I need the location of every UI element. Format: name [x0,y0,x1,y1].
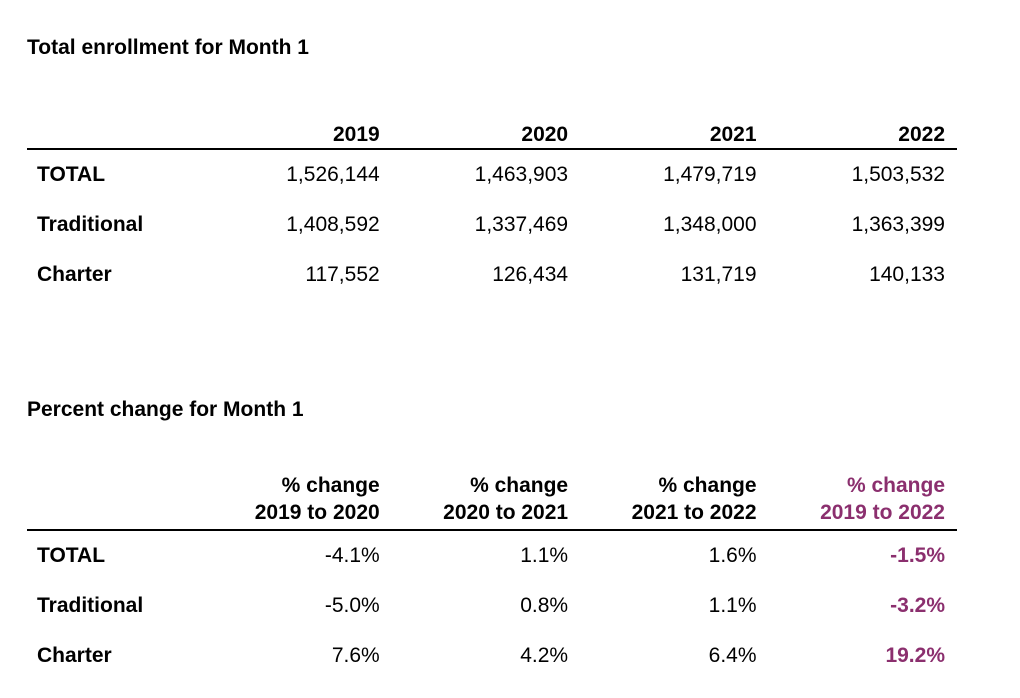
cell-value: 4.2% [520,644,569,667]
percent-header-2019-2022: % change 2019 to 2022 [768,472,957,531]
enrollment-header-blank [27,111,204,150]
header-line: 2019 to 2020 [254,501,380,524]
cell-value: 1,408,592 [286,213,380,236]
percent-row-total: TOTAL -4.1% 1.1% 1.6% -1.5% [27,530,957,581]
enrollment-header-2021: 2021 [580,111,769,150]
cell-value-highlight: 19.2% [885,644,945,667]
row-label: TOTAL [37,163,106,186]
enrollment-header-2020: 2020 [391,111,581,150]
header-line: 2019 to 2022 [820,501,945,524]
cell-value: -5.0% [324,594,380,617]
percent-row-charter: Charter 7.6% 4.2% 6.4% 19.2% [27,631,957,681]
header-line: % change [846,474,945,497]
cell-value: 1,363,399 [851,213,945,236]
cell-value: 0.8% [520,594,569,617]
cell-value: 1,526,144 [286,163,380,186]
enrollment-header-2022: 2022 [768,111,957,150]
enrollment-header-row: 2019 2020 2021 2022 [27,111,957,150]
enrollment-title: Total enrollment for Month 1 [27,36,309,59]
row-label: Traditional [37,594,144,617]
row-label: Charter [37,644,112,667]
row-label: Charter [37,263,112,286]
cell-value: 1.6% [708,544,757,567]
percent-header-2020-2021: % change 2020 to 2021 [391,472,581,531]
percent-header-blank [27,472,204,531]
cell-value: 1,348,000 [663,213,757,236]
header-line: 2021 to 2022 [631,501,757,524]
header-line: 2020 to 2021 [443,501,569,524]
row-label: TOTAL [37,544,106,567]
enrollment-row-total: TOTAL 1,526,144 1,463,903 1,479,719 1,50… [27,149,957,200]
cell-value: 1,463,903 [474,163,569,186]
cell-value: 1.1% [520,544,569,567]
cell-value: 140,133 [869,263,945,286]
header-line: % change [658,474,757,497]
cell-value: -4.1% [324,544,380,567]
percent-change-title: Percent change for Month 1 [27,398,304,421]
percent-header-2021-2022: % change 2021 to 2022 [580,472,769,531]
cell-value: 1,479,719 [663,163,757,186]
cell-value: 1,337,469 [474,213,569,236]
cell-value-highlight: -1.5% [890,544,945,567]
cell-value: 7.6% [331,644,380,667]
percent-header-row: % change 2019 to 2020 % change 2020 to 2… [27,472,957,531]
cell-value: 6.4% [708,644,757,667]
header-line: % change [281,474,380,497]
percent-change-table: % change 2019 to 2020 % change 2020 to 2… [27,472,957,681]
cell-value: 1.1% [708,594,757,617]
percent-header-2019-2020: % change 2019 to 2020 [203,472,392,531]
enrollment-row-charter: Charter 117,552 126,434 131,719 140,133 [27,250,957,300]
cell-value-highlight: -3.2% [890,594,945,617]
row-label: Traditional [37,213,144,236]
percent-row-traditional: Traditional -5.0% 0.8% 1.1% -3.2% [27,581,957,631]
enrollment-row-traditional: Traditional 1,408,592 1,337,469 1,348,00… [27,200,957,250]
cell-value: 1,503,532 [851,163,945,186]
enrollment-table: 2019 2020 2021 2022 TOTAL 1,526,144 1,46… [27,111,957,300]
cell-value: 117,552 [305,263,380,286]
header-line: % change [470,474,569,497]
cell-value: 131,719 [680,263,757,286]
cell-value: 126,434 [492,263,569,286]
enrollment-header-2019: 2019 [203,111,392,150]
